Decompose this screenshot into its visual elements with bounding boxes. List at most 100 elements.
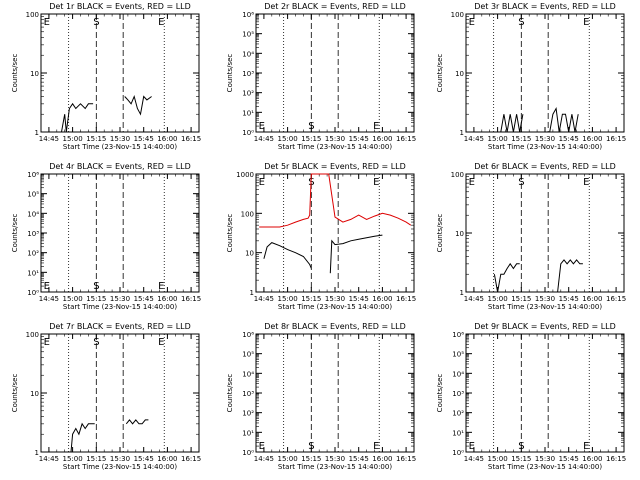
plot-frame: [40, 173, 200, 293]
y-tick-label: 10³: [452, 390, 464, 398]
x-tick-label: 14:45: [39, 295, 59, 303]
y-tick-label: 10¹: [242, 429, 254, 437]
y-axis-label: Counts/sec: [11, 214, 19, 253]
y-tick-label: 10: [245, 250, 254, 258]
x-axis-label: Start Time (23-Nov-15 14:40:00): [278, 303, 392, 311]
x-tick-label: 16:15: [396, 135, 416, 143]
event-marker-label: E: [469, 177, 475, 188]
chart-title: Det 9r BLACK = Events, RED = LLD: [474, 322, 616, 331]
x-tick-label: 15:15: [86, 295, 106, 303]
x-tick-label: 15:15: [301, 455, 321, 463]
y-tick-label: 10³: [242, 70, 254, 78]
event-marker-label: S: [93, 337, 99, 348]
x-tick-label: 15:30: [110, 295, 130, 303]
x-tick-label: 15:30: [325, 295, 345, 303]
x-tick-label: 16:00: [372, 135, 392, 143]
y-tick-label: 1: [35, 129, 39, 137]
series-line-1: [500, 114, 524, 133]
x-tick-label: 15:45: [134, 455, 154, 463]
y-tick-label: 10³: [27, 230, 39, 238]
x-tick-label: 15:45: [134, 135, 154, 143]
x-tick-label: 15:00: [278, 135, 298, 143]
y-tick-label: 100: [26, 331, 39, 339]
x-tick-label: 15:00: [63, 455, 83, 463]
x-tick-label: 16:00: [372, 295, 392, 303]
x-tick-label: 15:15: [86, 135, 106, 143]
x-tick-label: 15:45: [134, 295, 154, 303]
event-marker-label: E: [158, 281, 164, 292]
x-tick-label: 15:30: [535, 295, 555, 303]
y-tick-label: 10⁰: [242, 449, 254, 457]
y-tick-label: 1: [460, 289, 464, 297]
x-tick-label: 15:45: [559, 455, 579, 463]
y-tick-label: 1: [35, 449, 39, 457]
series-line-2: [549, 106, 579, 133]
series-line-3: [329, 234, 383, 274]
x-tick-label: 14:45: [254, 295, 274, 303]
x-tick-label: 15:45: [349, 135, 369, 143]
x-tick-label: 15:30: [535, 135, 555, 143]
event-marker-label: E: [373, 177, 379, 188]
y-tick-label: 10²: [452, 410, 464, 418]
chart-panel-2: Det 2r BLACK = Events, RED = LLD 10⁰ 10¹ 10…: [226, 2, 416, 151]
y-axis-label: Counts/sec: [226, 54, 234, 93]
x-axis-label: Start Time (23-Nov-15 14:40:00): [63, 303, 177, 311]
event-marker-label: E: [373, 121, 379, 132]
x-tick-label: 16:15: [606, 295, 626, 303]
x-tick-label: 15:00: [488, 135, 508, 143]
x-tick-label: 16:15: [181, 135, 201, 143]
chart-title: Det 8r BLACK = Events, RED = LLD: [264, 322, 406, 331]
x-tick-label: 16:00: [372, 455, 392, 463]
x-tick-label: 16:15: [396, 295, 416, 303]
chart-title: Det 7r BLACK = Events, RED = LLD: [49, 322, 191, 331]
y-tick-label: 10: [455, 230, 464, 238]
x-tick-label: 15:15: [511, 295, 531, 303]
x-tick-label: 15:15: [301, 295, 321, 303]
y-tick-label: 10²: [242, 90, 254, 98]
y-tick-label: 10⁵: [242, 351, 254, 359]
x-tick-label: 14:45: [39, 455, 59, 463]
series-line-2: [557, 259, 583, 293]
x-tick-label: 15:30: [535, 455, 555, 463]
x-tick-label: 16:00: [582, 455, 602, 463]
x-tick-label: 14:45: [464, 455, 484, 463]
series-line-1: [493, 262, 520, 293]
event-marker-label: S: [308, 121, 314, 132]
x-tick-label: 15:15: [301, 135, 321, 143]
x-tick-label: 16:00: [157, 135, 177, 143]
x-tick-label: 14:45: [39, 135, 59, 143]
y-tick-label: 10¹: [452, 429, 464, 437]
x-tick-label: 15:00: [278, 295, 298, 303]
x-tick-label: 15:15: [86, 455, 106, 463]
series-line-1: [61, 102, 94, 133]
y-tick-label: 1: [460, 129, 464, 137]
y-axis-label: Counts/sec: [11, 54, 19, 93]
event-marker-label: S: [93, 17, 99, 28]
event-marker-label: E: [469, 17, 475, 28]
y-tick-label: 10²: [242, 410, 254, 418]
y-tick-label: 100: [26, 11, 39, 19]
y-tick-label: 10⁰: [242, 129, 254, 137]
x-axis-label: Start Time (23-Nov-15 14:40:00): [488, 463, 602, 471]
x-tick-label: 15:00: [63, 135, 83, 143]
event-marker-label: E: [583, 17, 589, 28]
y-tick-label: 10¹: [27, 269, 39, 277]
y-axis-label: Counts/sec: [436, 214, 444, 253]
y-tick-label: 10⁵: [452, 351, 464, 359]
series-line-1: [70, 422, 95, 453]
chart-panel-6: Det 6r BLACK = Events, RED = LLD 1 10 100 14…: [436, 162, 626, 311]
series-line-2: [124, 94, 152, 116]
event-marker-label: E: [373, 441, 379, 452]
x-axis-label: Start Time (23-Nov-15 14:40:00): [278, 463, 392, 471]
x-tick-label: 16:00: [157, 455, 177, 463]
chart-title: Det 5r BLACK = Events, RED = LLD: [264, 162, 406, 171]
plot-frame: [465, 173, 625, 293]
plot-frame: [465, 13, 625, 133]
y-tick-label: 10⁶: [242, 331, 254, 339]
event-marker-label: E: [469, 441, 475, 452]
plot-frame: [255, 173, 415, 293]
event-marker-label: E: [259, 121, 265, 132]
y-tick-label: 10: [30, 70, 39, 78]
event-marker-label: E: [44, 281, 50, 292]
event-marker-label: S: [518, 17, 524, 28]
